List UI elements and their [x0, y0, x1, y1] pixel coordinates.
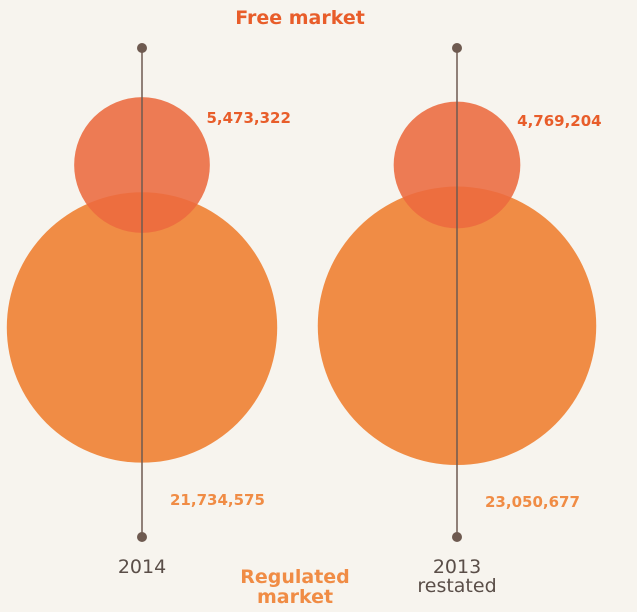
axis-dot	[452, 532, 462, 542]
series-label: Free market	[235, 7, 365, 29]
value-label: 5,473,322	[206, 108, 291, 127]
value-label: 23,050,677	[485, 493, 580, 512]
axis-dot	[137, 532, 147, 542]
category-label: 2013 restated	[417, 556, 497, 597]
category-label: 2014	[117, 556, 167, 578]
value-label: 21,734,575	[170, 490, 265, 509]
axis-dot	[137, 43, 147, 53]
value-label: 4,769,204	[517, 111, 602, 130]
axis-dot	[452, 43, 462, 53]
series-label: Regulated market	[240, 566, 350, 608]
